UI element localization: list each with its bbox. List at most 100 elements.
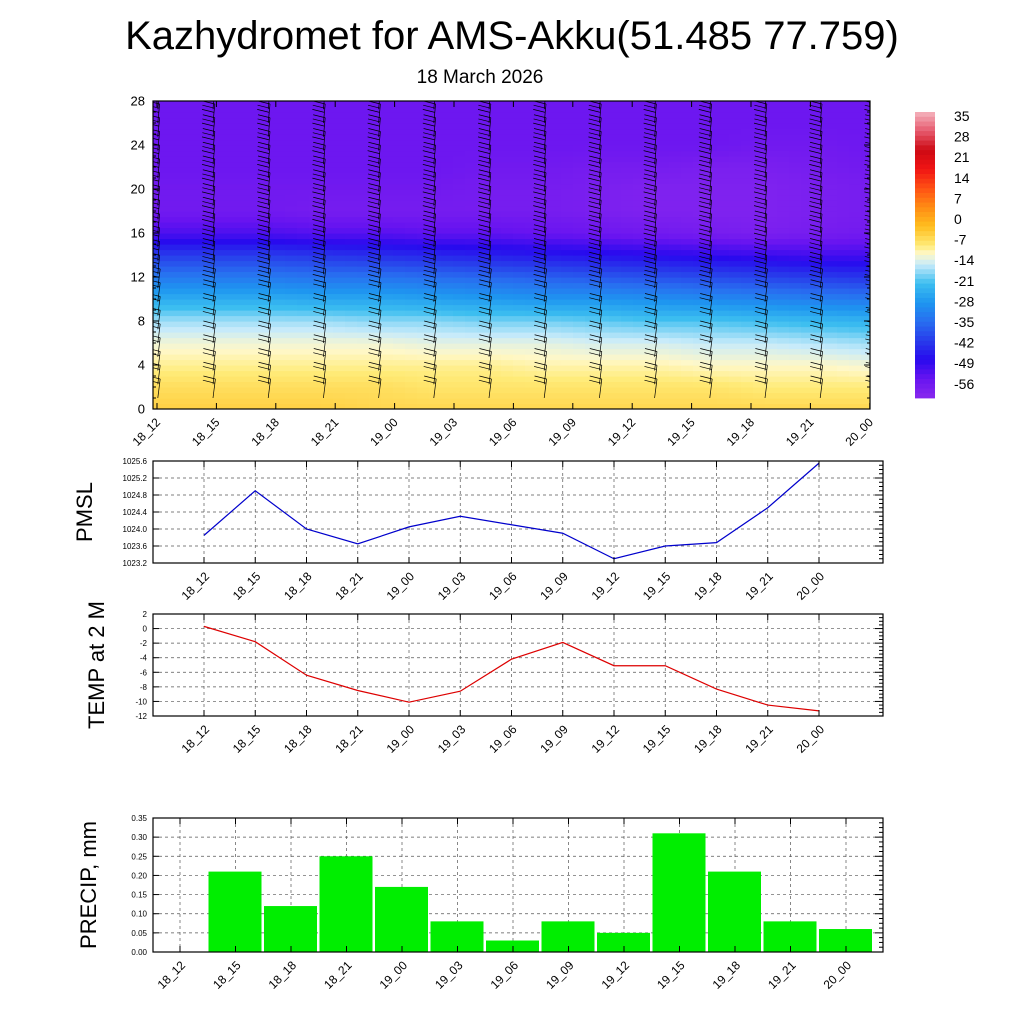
wind-barb-flag	[698, 150, 711, 154]
wind-barb-flag	[477, 122, 491, 127]
temperature-cell	[309, 117, 322, 124]
temperature-cell	[285, 222, 298, 229]
x-tick-label: 20_00	[842, 415, 876, 449]
temperature-cell	[669, 277, 682, 284]
temperature-cell	[405, 337, 418, 344]
temperature-cell	[465, 139, 478, 146]
temperature-cell	[465, 277, 478, 284]
temperature-cell	[417, 403, 430, 409]
temperature-cell	[321, 216, 334, 223]
wind-barb-flag	[754, 274, 767, 278]
temperature-cell	[465, 348, 478, 355]
temperature-cell	[405, 359, 418, 366]
temperature-cell	[285, 326, 298, 333]
temperature-cell	[621, 216, 634, 223]
wind-barb-flag	[153, 239, 160, 242]
temperature-cell	[213, 310, 226, 317]
temperature-cell	[273, 244, 286, 251]
wind-barb-flag	[533, 146, 546, 150]
temperature-cell	[177, 194, 190, 201]
temperature-cell	[777, 178, 790, 185]
temperature-cell	[477, 161, 490, 168]
temperature-cell	[189, 161, 202, 168]
temperature-cell	[789, 255, 802, 262]
temperature-cell	[489, 392, 502, 399]
wind-barb	[654, 101, 656, 110]
temperature-cell	[261, 332, 274, 339]
temperature-cell	[357, 288, 370, 295]
temperature-cell	[573, 161, 586, 168]
temperature-cell	[597, 304, 610, 311]
temperature-cell	[789, 167, 802, 174]
temperature-cell	[237, 282, 250, 289]
temperature-cell	[525, 200, 538, 207]
temperature-cell	[693, 354, 706, 361]
temperature-cell	[693, 376, 706, 383]
wind-barb-flag	[809, 242, 822, 247]
temperature-cell	[813, 315, 826, 322]
temperature-cell	[309, 161, 322, 168]
temperature-cell	[693, 348, 706, 355]
temperature-cell	[225, 321, 238, 328]
wind-barb	[875, 283, 877, 302]
temperature-cell	[717, 167, 730, 174]
wind-barb	[654, 282, 658, 302]
temperature-cell	[441, 387, 454, 394]
temperature-cell	[525, 271, 538, 278]
temperature-cell	[489, 101, 502, 108]
temperature-cell	[561, 304, 574, 311]
temperature-cell	[621, 277, 634, 284]
temperature-cell	[369, 370, 382, 377]
temperature-cell	[213, 277, 226, 284]
wind-barb-flag	[422, 150, 435, 154]
wind-barb-flag	[754, 173, 767, 178]
temperature-cell	[165, 211, 178, 218]
temperature-cell	[321, 266, 334, 273]
temperature-cell	[261, 260, 274, 267]
temperature-cell	[201, 211, 214, 218]
temperature-cell	[549, 172, 562, 179]
temperature-cell	[477, 238, 490, 245]
temperature-cell	[165, 189, 178, 196]
colorbar-label: -28	[954, 293, 974, 309]
wind-barb-flag	[643, 256, 657, 260]
temperature-cell	[213, 249, 226, 256]
temperature-cell	[177, 260, 190, 267]
temperature-cell	[465, 343, 478, 350]
wind-barb	[709, 158, 712, 179]
temperature-cell	[285, 381, 298, 388]
temperature-cell	[681, 266, 694, 273]
temperature-cell	[561, 167, 574, 174]
temperature-cell	[717, 150, 730, 157]
temperature-cell	[849, 194, 862, 201]
temperature-cell	[609, 205, 622, 212]
temperature-cell	[573, 216, 586, 223]
temperature-cell	[513, 354, 526, 361]
temperature-cell	[741, 376, 754, 383]
wind-barb-flag	[699, 132, 712, 137]
wind-barb-flag	[202, 228, 215, 233]
temperature-cell	[489, 370, 502, 377]
temperature-cell	[645, 271, 658, 278]
temperature-cell	[513, 277, 526, 284]
wind-barb	[875, 145, 877, 164]
temperature-cell	[369, 326, 382, 333]
temperature-cell	[333, 387, 346, 394]
temperature-cell	[153, 403, 166, 409]
temperature-cell	[609, 128, 622, 135]
temperature-cell	[777, 321, 790, 328]
temperature-cell	[309, 343, 322, 350]
wind-barb	[543, 227, 547, 247]
colorbar-swatch	[915, 378, 935, 385]
temperature-cell	[573, 293, 586, 300]
temperature-cell	[237, 227, 250, 234]
temperature-cell	[681, 134, 694, 141]
temperature-cell	[585, 315, 598, 322]
temperature-cell	[561, 200, 574, 207]
colorbar-swatch	[915, 326, 935, 332]
temperature-cell	[369, 161, 382, 168]
wind-barb-flag	[203, 87, 215, 90]
temperature-cell	[309, 354, 322, 361]
temperature-cell	[813, 249, 826, 256]
wind-barb-flag	[754, 238, 767, 242]
